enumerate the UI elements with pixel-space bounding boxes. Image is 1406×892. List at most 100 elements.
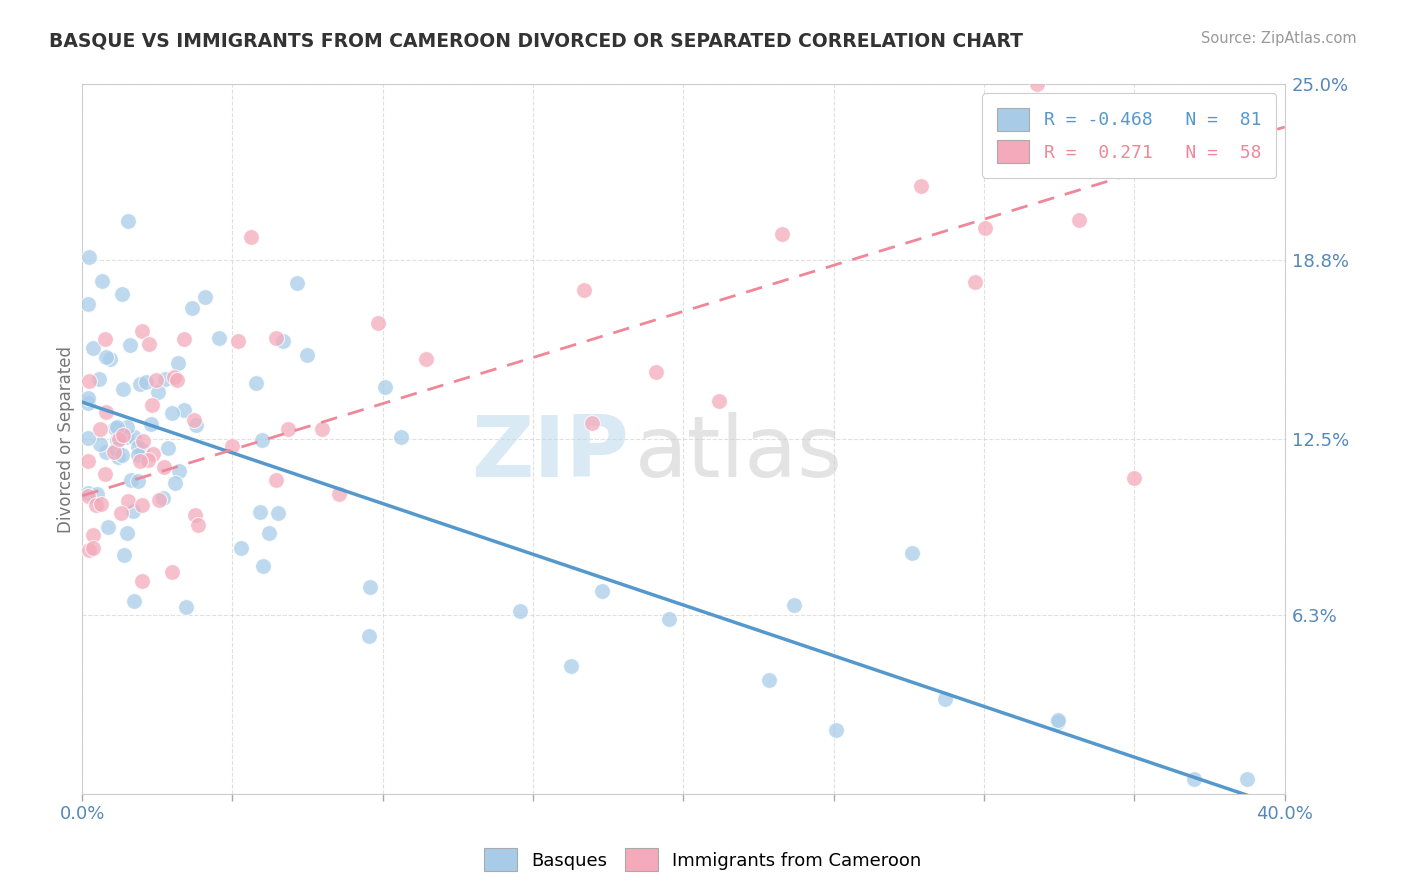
Point xyxy=(707,393,730,408)
Point xyxy=(141,398,163,412)
Point xyxy=(122,504,145,518)
Point xyxy=(367,316,389,330)
Point xyxy=(112,549,135,563)
Point xyxy=(509,604,531,618)
Point xyxy=(287,277,309,291)
Point xyxy=(77,392,100,406)
Point xyxy=(264,473,287,487)
Point xyxy=(824,723,846,738)
Point xyxy=(264,330,287,344)
Point xyxy=(783,598,806,612)
Point xyxy=(89,422,111,436)
Point xyxy=(257,526,280,541)
Point xyxy=(311,422,333,436)
Point xyxy=(79,250,101,264)
Point xyxy=(166,373,188,387)
Point xyxy=(118,338,141,352)
Point xyxy=(645,365,668,379)
Point xyxy=(374,379,396,393)
Point xyxy=(82,341,104,355)
Point xyxy=(117,214,139,228)
Point xyxy=(1047,713,1070,727)
Point xyxy=(1025,78,1047,92)
Point xyxy=(136,453,159,467)
Point xyxy=(221,440,243,454)
Point xyxy=(79,543,101,558)
Point xyxy=(117,493,139,508)
Point xyxy=(901,546,924,560)
Point xyxy=(581,417,603,431)
Point xyxy=(117,419,139,434)
Point xyxy=(1182,772,1205,787)
Point xyxy=(105,420,128,434)
Point xyxy=(770,227,793,241)
Point xyxy=(77,297,100,311)
Point xyxy=(155,372,177,386)
Point xyxy=(93,332,115,346)
Point xyxy=(97,520,120,534)
Point xyxy=(112,382,135,396)
Point xyxy=(252,433,274,447)
Point xyxy=(89,372,111,386)
Point xyxy=(148,492,170,507)
Point xyxy=(135,375,157,389)
Point xyxy=(117,525,139,540)
Point xyxy=(111,287,134,301)
Point xyxy=(173,332,195,346)
Point xyxy=(181,301,204,315)
Point xyxy=(105,433,128,447)
Point xyxy=(229,541,252,555)
Point xyxy=(120,474,142,488)
Point xyxy=(77,431,100,445)
Point xyxy=(128,454,150,468)
Point xyxy=(152,491,174,506)
Point xyxy=(110,506,132,520)
Point xyxy=(77,396,100,410)
Point xyxy=(103,445,125,459)
Point xyxy=(131,498,153,512)
Point xyxy=(96,351,118,365)
Point xyxy=(359,580,381,594)
Point xyxy=(974,221,997,235)
Point xyxy=(226,334,249,348)
Point xyxy=(96,405,118,419)
Point xyxy=(153,460,176,475)
Point xyxy=(90,274,112,288)
Point xyxy=(934,692,956,706)
Point xyxy=(163,475,186,490)
Point xyxy=(267,507,290,521)
Point xyxy=(184,418,207,433)
Point xyxy=(560,658,582,673)
Point xyxy=(173,403,195,417)
Point xyxy=(139,417,162,431)
Point xyxy=(208,331,231,345)
Point xyxy=(114,430,136,444)
Point xyxy=(163,369,186,384)
Point xyxy=(1047,714,1070,729)
Point xyxy=(1236,772,1258,787)
Point xyxy=(132,434,155,449)
Point xyxy=(112,427,135,442)
Point xyxy=(127,448,149,462)
Point xyxy=(758,673,780,687)
Point xyxy=(357,629,380,643)
Point xyxy=(94,445,117,459)
Point xyxy=(297,347,319,361)
Point xyxy=(1067,212,1090,227)
Text: Source: ZipAtlas.com: Source: ZipAtlas.com xyxy=(1201,31,1357,46)
Point xyxy=(146,384,169,399)
Point xyxy=(328,487,350,501)
Point xyxy=(187,518,209,533)
Point xyxy=(389,429,412,443)
Point xyxy=(127,474,149,488)
Point xyxy=(89,437,111,451)
Point xyxy=(658,612,681,626)
Point xyxy=(591,583,613,598)
Point xyxy=(176,599,198,614)
Point xyxy=(107,432,129,446)
Point xyxy=(131,324,153,338)
Point xyxy=(90,497,112,511)
Point xyxy=(193,290,215,304)
Point xyxy=(963,275,986,289)
Point xyxy=(77,454,100,468)
